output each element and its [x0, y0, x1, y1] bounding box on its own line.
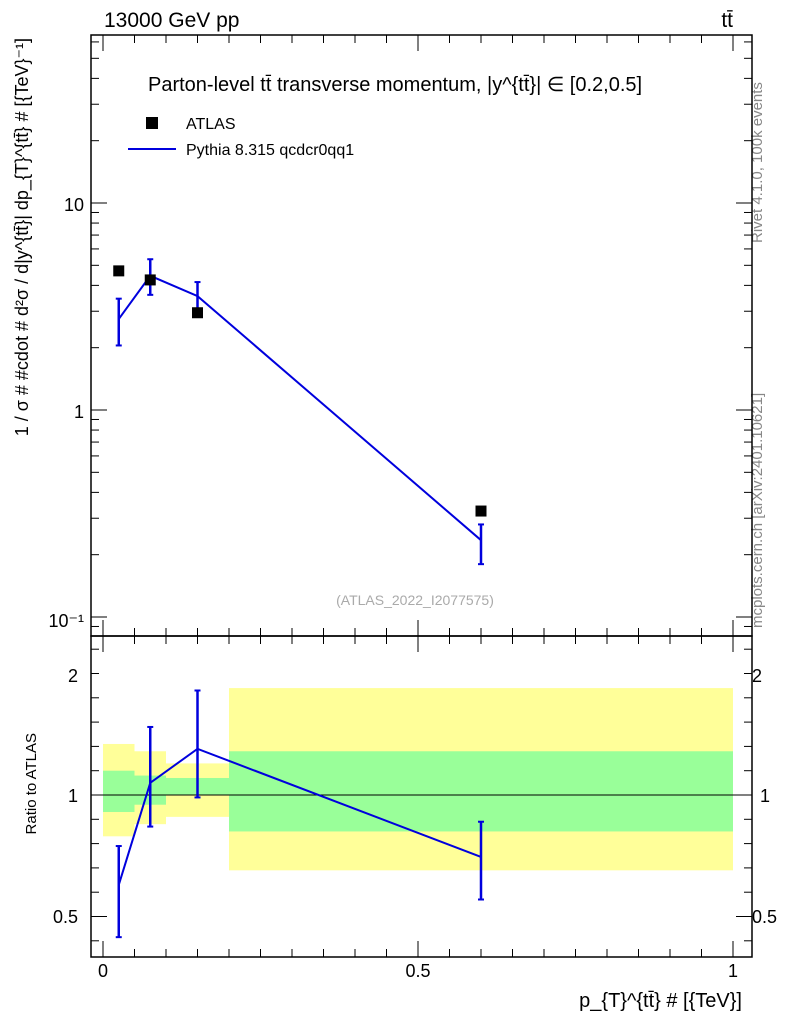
main-watermark: (ATLAS_2022_I2077575)	[336, 592, 494, 608]
ratio-ticks	[91, 636, 752, 957]
legend-atlas-marker	[146, 117, 158, 129]
main-data-points	[113, 265, 487, 517]
header-left: 13000 GeV pp	[104, 9, 239, 32]
main-y-tick-labels: 10⁻¹ 1 10	[48, 195, 84, 631]
main-ticks	[91, 35, 752, 636]
main-data-point	[113, 265, 125, 277]
main-panel: Parton-level tt̄ transverse momentum, |y…	[12, 34, 753, 637]
ratio-y-tick-label-0.5-right: 0.5	[752, 907, 777, 927]
ratio-y-tick-label-1-right: 1	[760, 786, 770, 806]
main-y-tick-label-0.1: 10⁻¹	[48, 611, 84, 631]
x-axis-label: p_{T}^{tt̄} # [{TeV}]	[579, 990, 742, 1012]
ratio-y-tick-labels: 2 1 0.5 2 1 0.5	[53, 666, 777, 927]
main-data-point	[475, 505, 487, 517]
x-tick-label-0.5: 0.5	[405, 961, 430, 981]
legend: ATLAS Pythia 8.315 qcdcr0qq1	[128, 116, 354, 159]
ratio-y-axis-label: Ratio to ATLAS	[23, 733, 40, 834]
ratio-y-tick-label-2-right: 2	[752, 666, 762, 686]
main-y-tick-label-1: 1	[74, 402, 84, 422]
legend-pythia-label: Pythia 8.315 qcdcr0qq1	[186, 142, 354, 159]
main-title: Parton-level tt̄ transverse momentum, |y…	[148, 74, 642, 96]
x-tick-label-0: 0	[98, 961, 108, 981]
legend-atlas-label: ATLAS	[186, 116, 236, 133]
ratio-frame	[90, 635, 753, 958]
main-mc-errors	[115, 258, 484, 566]
main-data-point	[144, 274, 156, 286]
header-right: tt̄	[721, 9, 733, 32]
ratio-band-inner	[103, 770, 135, 813]
ratio-y-tick-label-0.5: 0.5	[53, 907, 78, 927]
x-tick-labels: 0 0.5 1	[98, 961, 738, 981]
main-y-tick-label-10: 10	[64, 195, 84, 215]
main-mc-line	[117, 274, 482, 541]
main-y-axis-label: 1 / σ # #cdot # d²σ / d|y^{tt̄}| dp_{T}^…	[12, 38, 33, 436]
ratio-mc-errors	[115, 689, 484, 939]
ratio-bands	[103, 688, 733, 871]
ratio-band-inner	[229, 751, 733, 832]
ratio-y-tick-label-2: 2	[68, 666, 78, 686]
ratio-panel: 2 1 0.5 2 1 0.5 0 0.5 1 Ratio to ATLAS p…	[23, 635, 777, 1012]
main-data-point	[192, 307, 203, 319]
ratio-y-tick-label-1: 1	[68, 786, 78, 806]
mcplots-label: mcplots.cern.ch [arXiv:2401.10621]	[749, 393, 766, 628]
rivet-label: Rivet 4.1.0, 100k events	[749, 82, 766, 243]
ratio-mc-line	[117, 747, 482, 886]
x-tick-label-1: 1	[728, 961, 738, 981]
